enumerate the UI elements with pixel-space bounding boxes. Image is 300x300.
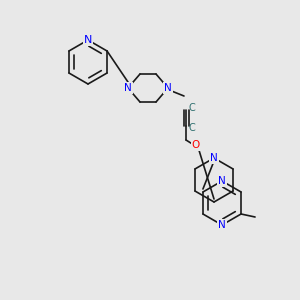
- Text: N: N: [124, 83, 132, 93]
- Text: N: N: [210, 153, 218, 163]
- Text: N: N: [84, 35, 92, 45]
- Text: N: N: [218, 176, 226, 186]
- Text: C: C: [189, 123, 195, 133]
- Text: O: O: [192, 140, 200, 150]
- Text: C: C: [189, 103, 195, 113]
- Text: N: N: [218, 220, 226, 230]
- Text: N: N: [164, 83, 172, 93]
